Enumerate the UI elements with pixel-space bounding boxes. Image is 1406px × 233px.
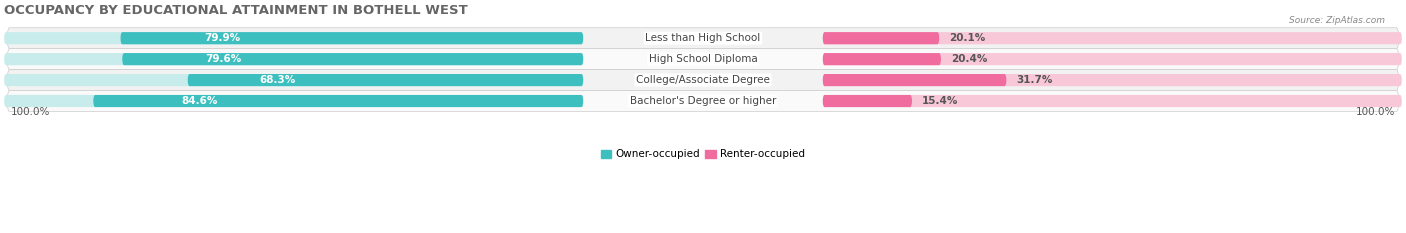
Text: College/Associate Degree: College/Associate Degree xyxy=(636,75,770,85)
FancyBboxPatch shape xyxy=(122,53,583,65)
Legend: Owner-occupied, Renter-occupied: Owner-occupied, Renter-occupied xyxy=(596,145,810,163)
Text: 100.0%: 100.0% xyxy=(1355,107,1395,117)
FancyBboxPatch shape xyxy=(4,95,583,107)
FancyBboxPatch shape xyxy=(121,32,583,44)
Text: 79.6%: 79.6% xyxy=(205,54,242,64)
FancyBboxPatch shape xyxy=(7,70,1399,91)
Text: 84.6%: 84.6% xyxy=(181,96,218,106)
FancyBboxPatch shape xyxy=(93,95,583,107)
FancyBboxPatch shape xyxy=(823,53,941,65)
Text: 79.9%: 79.9% xyxy=(204,33,240,43)
Text: OCCUPANCY BY EDUCATIONAL ATTAINMENT IN BOTHELL WEST: OCCUPANCY BY EDUCATIONAL ATTAINMENT IN B… xyxy=(4,4,468,17)
FancyBboxPatch shape xyxy=(7,49,1399,70)
FancyBboxPatch shape xyxy=(188,74,583,86)
FancyBboxPatch shape xyxy=(823,74,1007,86)
FancyBboxPatch shape xyxy=(823,95,912,107)
Text: 68.3%: 68.3% xyxy=(259,75,295,85)
Text: 20.1%: 20.1% xyxy=(949,33,986,43)
Text: Less than High School: Less than High School xyxy=(645,33,761,43)
Text: Source: ZipAtlas.com: Source: ZipAtlas.com xyxy=(1289,16,1385,25)
Text: Bachelor's Degree or higher: Bachelor's Degree or higher xyxy=(630,96,776,106)
FancyBboxPatch shape xyxy=(823,32,1402,44)
FancyBboxPatch shape xyxy=(7,91,1399,112)
Text: 15.4%: 15.4% xyxy=(922,96,959,106)
FancyBboxPatch shape xyxy=(4,53,583,65)
FancyBboxPatch shape xyxy=(823,74,1402,86)
FancyBboxPatch shape xyxy=(823,32,939,44)
FancyBboxPatch shape xyxy=(4,32,583,44)
FancyBboxPatch shape xyxy=(4,74,583,86)
Text: 100.0%: 100.0% xyxy=(11,107,51,117)
FancyBboxPatch shape xyxy=(823,95,1402,107)
Text: High School Diploma: High School Diploma xyxy=(648,54,758,64)
Text: 31.7%: 31.7% xyxy=(1017,75,1053,85)
Text: 20.4%: 20.4% xyxy=(950,54,987,64)
FancyBboxPatch shape xyxy=(7,28,1399,49)
FancyBboxPatch shape xyxy=(823,53,1402,65)
